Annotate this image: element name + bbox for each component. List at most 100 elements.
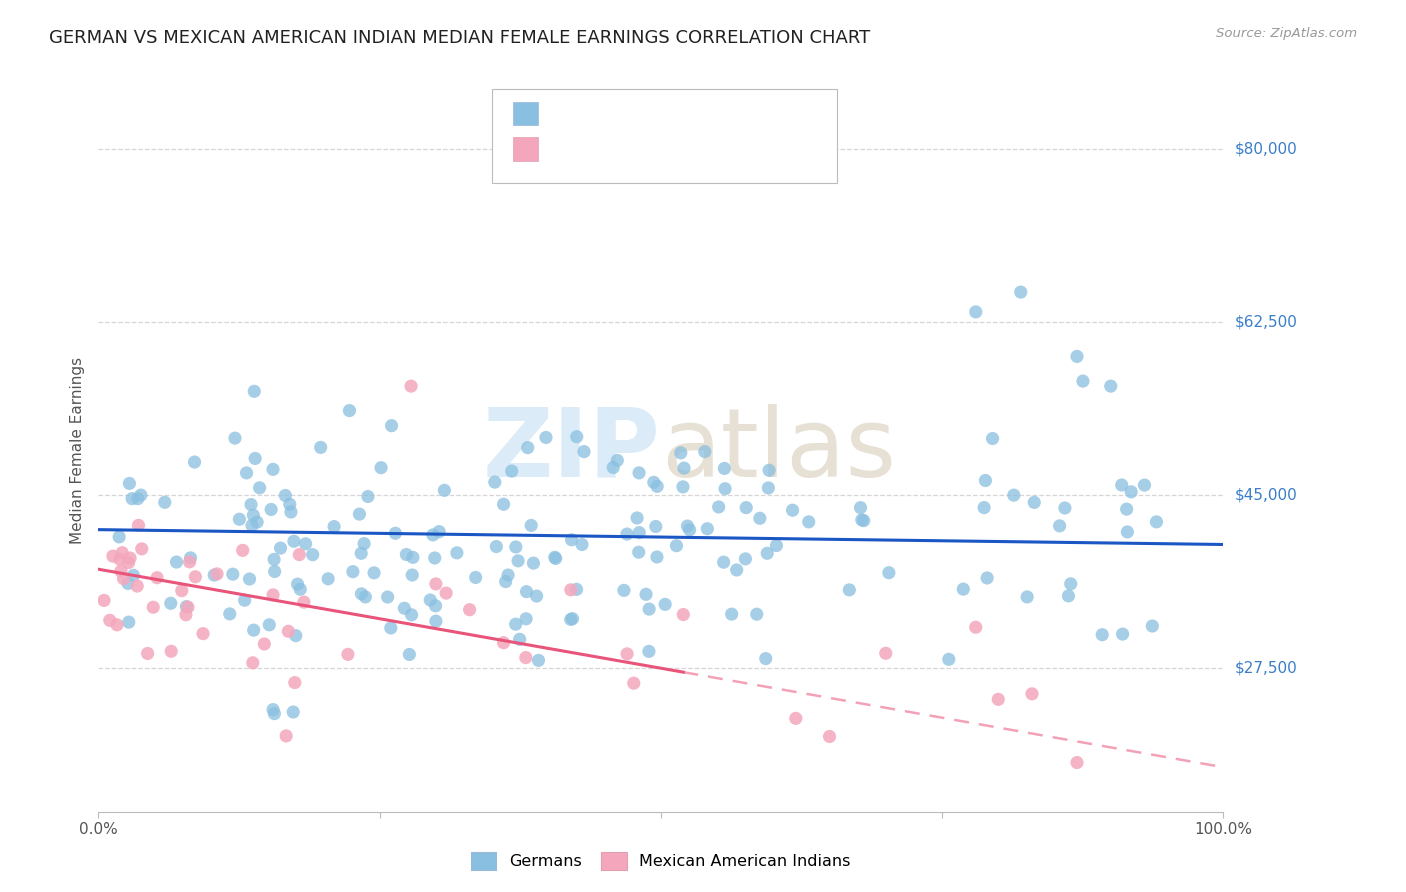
Point: [1060, 577, 1083, 591]
Point: [560, 582, 582, 597]
Point: [146, 571, 169, 585]
Point: [112, 572, 135, 586]
Point: [643, 475, 665, 490]
Point: [654, 598, 676, 612]
Point: [174, 607, 197, 622]
Point: [118, 615, 141, 629]
Point: [509, 632, 531, 647]
Point: [1021, 687, 1043, 701]
Point: [745, 607, 768, 622]
Point: [380, 621, 402, 635]
Point: [748, 511, 770, 525]
Point: [202, 568, 225, 582]
Point: [875, 646, 897, 660]
Point: [1142, 619, 1164, 633]
Point: [177, 600, 200, 615]
Point: [673, 461, 696, 475]
Point: [638, 602, 661, 616]
Point: [179, 555, 201, 569]
Point: [394, 601, 416, 615]
Point: [274, 488, 297, 502]
Point: [713, 461, 735, 475]
Point: [1146, 515, 1168, 529]
Point: [122, 568, 145, 582]
Point: [422, 528, 444, 542]
Text: 53: 53: [700, 140, 723, 158]
Point: [284, 629, 307, 643]
Point: [336, 648, 359, 662]
Point: [571, 537, 593, 551]
Point: [572, 444, 595, 458]
Point: [485, 540, 508, 554]
Point: [232, 543, 254, 558]
Point: [224, 431, 246, 445]
Point: [515, 584, 537, 599]
Point: [506, 554, 529, 568]
Point: [758, 463, 780, 477]
Point: [292, 595, 315, 609]
Point: [606, 453, 628, 467]
Point: [243, 451, 266, 466]
Point: [263, 552, 285, 566]
Point: [270, 541, 292, 555]
Point: [522, 556, 544, 570]
Point: [561, 612, 583, 626]
Point: [672, 480, 695, 494]
Point: [785, 711, 807, 725]
Point: [623, 676, 645, 690]
Point: [159, 596, 181, 610]
Text: ZIP: ZIP: [482, 404, 661, 497]
Point: [401, 568, 423, 582]
Point: [720, 607, 742, 621]
Point: [1115, 502, 1137, 516]
Point: [1017, 590, 1039, 604]
Point: [184, 570, 207, 584]
Point: [354, 590, 377, 604]
Point: [696, 522, 718, 536]
Point: [627, 545, 650, 559]
Point: [496, 568, 519, 582]
Point: [965, 620, 987, 634]
Point: [136, 647, 159, 661]
Point: [492, 636, 515, 650]
Point: [283, 534, 305, 549]
Point: [520, 518, 543, 533]
Point: [818, 730, 841, 744]
Point: [108, 530, 131, 544]
Point: [713, 555, 735, 569]
Point: [1024, 495, 1046, 509]
Point: [544, 551, 567, 566]
Point: [357, 490, 380, 504]
Point: [276, 729, 298, 743]
Point: [501, 464, 523, 478]
Text: -0.155: -0.155: [588, 140, 647, 158]
Point: [287, 577, 309, 591]
Point: [398, 648, 420, 662]
Point: [505, 617, 527, 632]
Point: [401, 607, 423, 622]
Point: [235, 466, 257, 480]
Point: [645, 549, 668, 564]
Point: [176, 599, 198, 614]
Text: 175: 175: [700, 104, 735, 122]
Point: [976, 571, 998, 585]
Point: [129, 488, 152, 502]
Point: [849, 500, 872, 515]
Point: [665, 539, 688, 553]
Point: [645, 479, 668, 493]
Point: [626, 511, 648, 525]
Point: [117, 576, 139, 591]
Point: [495, 574, 517, 589]
Point: [218, 607, 240, 621]
Point: [166, 555, 188, 569]
Legend: Germans, Mexican American Indians: Germans, Mexican American Indians: [464, 846, 858, 876]
Point: [399, 379, 422, 393]
Point: [1111, 478, 1133, 492]
Point: [419, 593, 441, 607]
Point: [349, 507, 371, 521]
Point: [1049, 519, 1071, 533]
Point: [852, 514, 875, 528]
Point: [669, 446, 692, 460]
Point: [965, 305, 987, 319]
Point: [938, 652, 960, 666]
